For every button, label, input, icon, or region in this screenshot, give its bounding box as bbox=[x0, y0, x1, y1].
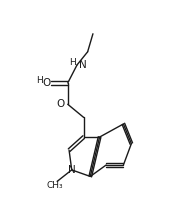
Text: O: O bbox=[42, 78, 51, 88]
Text: N: N bbox=[79, 60, 87, 70]
Text: H: H bbox=[36, 76, 43, 85]
Text: H: H bbox=[70, 58, 76, 67]
Text: N: N bbox=[68, 165, 76, 175]
Text: CH₃: CH₃ bbox=[47, 181, 63, 190]
Text: O: O bbox=[57, 99, 65, 109]
